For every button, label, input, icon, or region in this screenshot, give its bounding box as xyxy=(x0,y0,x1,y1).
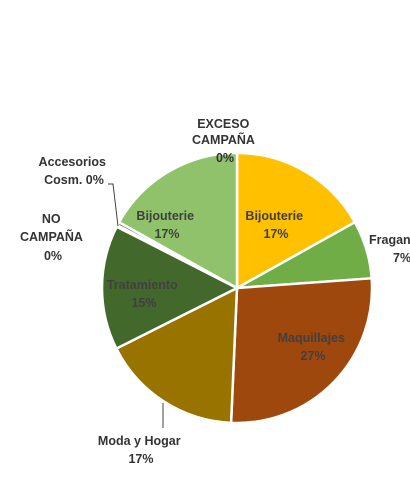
label-exceso-campana: EXCESO CAMPAÑA 0% xyxy=(192,117,258,165)
pie-slice-maquillajes-3 xyxy=(229,276,374,425)
label-accesorios-cosm: Accesorios Cosm. 0% xyxy=(39,155,110,187)
pie-slice-bijouterie-8 xyxy=(117,151,239,291)
label-moda-hogar-name: Moda y Hogar xyxy=(98,434,181,448)
label-exceso-campana-pct: 0% xyxy=(216,151,234,165)
label-fragan: Fragan 7% xyxy=(369,233,410,265)
label-bijouterie-2: Bijouterie 17% xyxy=(136,209,197,241)
label-no-campana-line1: NO xyxy=(42,212,61,226)
label-fragan-name: Fragan xyxy=(369,233,410,247)
label-moda-hogar: Moda y Hogar 17% xyxy=(98,434,184,466)
label-exceso-campana-line2: CAMPAÑA xyxy=(192,132,255,147)
pie-slices xyxy=(100,151,374,425)
label-moda-hogar-pct: 17% xyxy=(128,452,153,466)
label-tratamiento: Tratamiento 15% xyxy=(107,278,181,310)
label-maquillajes: Maquillajes 27% xyxy=(278,331,349,363)
label-tratamiento-pct: 15% xyxy=(131,296,156,310)
label-accesorios-cosm-line2: Cosm. 0% xyxy=(44,173,104,187)
pie-slice-tratamiento-5 xyxy=(100,224,240,351)
label-no-campana-line2: CAMPAÑA xyxy=(20,229,83,244)
label-maquillajes-name: Maquillajes xyxy=(278,331,345,345)
label-bijouterie-1-name: Bijouterie xyxy=(245,209,303,223)
label-fragan-pct: 7% xyxy=(393,251,410,265)
leader-lines xyxy=(108,183,164,428)
label-bijouterie-1: Bijouterie 17% xyxy=(245,209,306,241)
pie-slice-bijouterie-1 xyxy=(235,151,357,291)
label-bijouterie-1-pct: 17% xyxy=(263,227,288,241)
label-accesorios-cosm-line1: Accesorios xyxy=(39,155,106,169)
label-no-campana-pct: 0% xyxy=(44,249,62,263)
label-no-campana: NO CAMPAÑA 0% xyxy=(20,212,86,263)
label-maquillajes-pct: 27% xyxy=(300,349,325,363)
label-bijouterie-2-pct: 17% xyxy=(154,227,179,241)
pie-slice-moda-y-hogar-4 xyxy=(114,285,239,425)
label-exceso-campana-line1: EXCESO xyxy=(197,117,249,131)
label-tratamiento-name: Tratamiento xyxy=(107,278,178,292)
leader-line-0 xyxy=(108,183,119,227)
label-bijouterie-2-name: Bijouterie xyxy=(136,209,194,223)
